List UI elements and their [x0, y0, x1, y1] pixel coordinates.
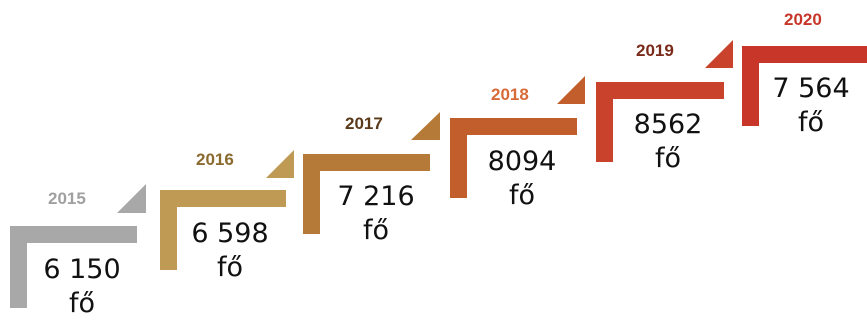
step-triangle-2016: [266, 150, 294, 178]
value-2015: 6 150 fő: [22, 253, 142, 321]
value-unit: fő: [508, 180, 536, 211]
value-unit: fő: [68, 288, 96, 319]
step-triangle-2019: [705, 40, 733, 68]
step-bracket-2017: [303, 154, 430, 234]
value-2017: 7 216 fő: [316, 180, 436, 248]
value-unit: fő: [216, 252, 244, 283]
year-label-2020: 2020: [784, 10, 822, 29]
year-label-2018: 2018: [491, 85, 529, 104]
value-2020: 7 564 fő: [755, 72, 867, 140]
year-label-2016: 2016: [196, 150, 234, 169]
value-unit: fő: [362, 215, 390, 246]
value-number: 7 564: [772, 73, 850, 104]
step-bracket-2016: [160, 190, 286, 270]
value-2016: 6 598 fő: [170, 217, 290, 285]
value-number: 7 216: [337, 181, 415, 212]
step-bracket-2019: [596, 82, 724, 162]
step-bracket-2018: [450, 118, 577, 198]
year-label-2019: 2019: [636, 41, 674, 60]
value-number: 8562: [633, 109, 703, 140]
value-unit: fő: [797, 107, 825, 138]
year-label-2017: 2017: [345, 114, 383, 133]
value-unit: fő: [654, 143, 682, 174]
step-triangle-2015: [117, 184, 146, 213]
step-triangle-2018: [557, 76, 585, 104]
value-number: 6 598: [191, 218, 269, 249]
value-number: 8094: [487, 146, 557, 177]
value-2018: 8094 fő: [462, 145, 582, 213]
value-2019: 8562 fő: [608, 108, 728, 176]
step-triangle-2017: [411, 112, 440, 140]
year-label-2015: 2015: [48, 189, 86, 208]
value-number: 6 150: [43, 254, 121, 285]
step-bracket-2015: [10, 226, 137, 308]
step-bracket-2020: [742, 46, 867, 126]
